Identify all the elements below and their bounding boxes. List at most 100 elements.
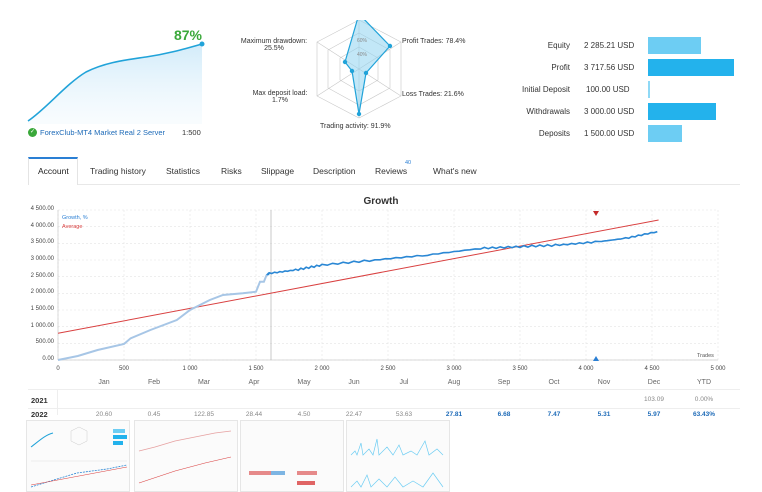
x-tick-label: 0 (56, 366, 60, 372)
tab-slippage[interactable]: Slippage (261, 166, 295, 176)
monthly-cell: 5.97 (647, 411, 661, 418)
radar-web (316, 20, 402, 119)
monthly-table-rule-2 (28, 408, 740, 409)
monthly-cell: 20.60 (95, 411, 113, 418)
monthly-cell: 4.50 (297, 411, 311, 418)
y-tick-label: 500.00 (35, 339, 54, 346)
month-header-feb: Feb (147, 379, 161, 386)
fin-label-deposits: Deposits (538, 129, 570, 138)
monthly-cell: 5.31 (597, 411, 611, 418)
month-header-mar: Mar (197, 379, 211, 386)
monthly-cell: 6.68 (497, 411, 511, 418)
monthly-cell: 0.45 (147, 411, 161, 418)
month-header-apr: Apr (248, 379, 260, 386)
x-tick-label: 3 000 (446, 366, 462, 372)
x-tick-label: 1 500 (248, 366, 264, 372)
thumbnail-2[interactable] (134, 420, 238, 492)
legend-average[interactable]: Average (62, 224, 83, 230)
max-drawdown-stat: Maximum drawdown: 25.5% (238, 38, 310, 52)
y-tick-label: 0.00 (42, 356, 54, 362)
financials-panel: Equity 2 285.21 USD Profit 3 717.56 USD … (0, 0, 762, 150)
fin-value-equity: 2 285.21 USD (584, 41, 635, 50)
tab-description[interactable]: Description (313, 166, 356, 176)
tab-account[interactable]: Account (38, 166, 69, 176)
growth-summary: 87% ✓ ForexClub-MT4 Market Real 2 Server… (26, 24, 212, 144)
monthly-cell: 22.47 (345, 411, 363, 418)
chart-title: Growth (363, 196, 399, 207)
fin-bar-deposits (648, 125, 682, 142)
fin-bar-equity (648, 37, 701, 54)
server-name[interactable]: ForexClub-MT4 Market Real 2 Server (40, 128, 166, 137)
max-deposit-load-label: Max deposit load: (252, 90, 308, 97)
fin-label-initial-deposit: Initial Deposit (521, 85, 570, 94)
monthly-cell: 27.81 (445, 411, 463, 418)
month-header-sep: Sep (497, 379, 511, 386)
max-drawdown-value: 25.5% (264, 45, 284, 52)
fin-label-profit: Profit (551, 63, 570, 72)
fin-row-initial-deposit: Initial Deposit 100.00 USD (516, 81, 756, 98)
x-tick-label: 4 000 (578, 366, 594, 372)
tab-risks[interactable]: Risks (221, 166, 242, 176)
fin-row-equity: Equity 2 285.21 USD (516, 37, 756, 54)
fin-row-profit: Profit 3 717.56 USD (516, 59, 756, 76)
monthly-cell: 103.09 (644, 396, 664, 403)
legend-growth[interactable]: Growth, % (62, 215, 88, 221)
min-marker-icon (593, 356, 599, 361)
tab-statistics[interactable]: Statistics (166, 166, 201, 176)
x-tick-label: 500 (118, 366, 129, 372)
growth-chart (57, 209, 719, 361)
fin-bar-initial-deposit (648, 81, 650, 98)
fin-bar-withdrawals (648, 103, 716, 120)
tab-trading-history[interactable]: Trading history (90, 166, 146, 176)
y-tick-label: 3 500.00 (30, 239, 54, 246)
fin-value-profit: 3 717.56 USD (584, 63, 635, 72)
max-marker-icon (593, 211, 599, 216)
x-tick-label: 1 000 (182, 366, 198, 372)
max-deposit-load-value: 1.7% (272, 97, 288, 104)
month-header-aug: Aug (447, 379, 461, 386)
thumbnail-1[interactable] (26, 420, 130, 492)
year-col-divider (57, 389, 58, 415)
fin-value-deposits: 1 500.00 USD (584, 129, 635, 138)
month-header-nov: Nov (597, 379, 611, 386)
x-tick-label: 3 500 (512, 366, 528, 372)
monthly-table-rule (28, 389, 740, 390)
y-tick-label: 3 000.00 (30, 256, 54, 262)
verified-icon: ✓ (28, 128, 37, 137)
fin-value-initial-deposit: 100.00 USD (586, 85, 630, 94)
average-line (57, 219, 659, 334)
tab-reviews[interactable]: Reviews (375, 166, 408, 176)
growth-line (266, 230, 658, 276)
thumbnail-3[interactable] (240, 420, 344, 492)
y-tick-label: 1 500.00 (30, 306, 54, 312)
monthly-cell: 53.63 (395, 411, 413, 418)
radar-center-label-60: 60% (357, 38, 368, 44)
month-header-jul: Jul (399, 379, 409, 386)
reviews-count-badge: 40 (405, 160, 412, 166)
y-tick-label: 4 500.00 (30, 206, 54, 212)
radar-center-label-40: 40% (357, 52, 368, 58)
month-header-oct: Oct (548, 379, 560, 386)
x-tick-label: 5 000 (710, 366, 726, 372)
max-deposit-load-stat: Max deposit load: 1.7% (248, 90, 312, 104)
fin-label-withdrawals: Withdrawals (526, 107, 570, 116)
thumbnail-4[interactable] (346, 420, 450, 492)
monthly-cell: 7.47 (547, 411, 561, 418)
year-2021: 2021 (31, 396, 48, 405)
monthly-cell: 28.44 (245, 411, 263, 418)
leverage: 1:500 (182, 128, 201, 137)
loss-trades-stat: Loss Trades: 21.6% (402, 91, 464, 98)
monthly-cell: 63.43% (692, 411, 716, 418)
fin-row-deposits: Deposits 1 500.00 USD (516, 125, 756, 142)
month-header-jun: Jun (348, 379, 360, 386)
trading-activity-stat: Trading activity: 91.9% (320, 123, 391, 130)
monthly-cell: 0.00% (694, 396, 714, 403)
fin-value-withdrawals: 3 000.00 USD (584, 107, 635, 116)
tab-whats-new[interactable]: What's new (433, 166, 477, 176)
max-drawdown-label: Maximum drawdown: (240, 38, 308, 45)
x-tick-label: 2 000 (314, 366, 330, 372)
y-tick-label: 1 000.00 (30, 322, 54, 329)
profit-trades-stat: Profit Trades: 78.4% (402, 38, 466, 45)
screenshot-thumbnails (0, 418, 762, 492)
month-header-jan: Jan (98, 379, 110, 386)
